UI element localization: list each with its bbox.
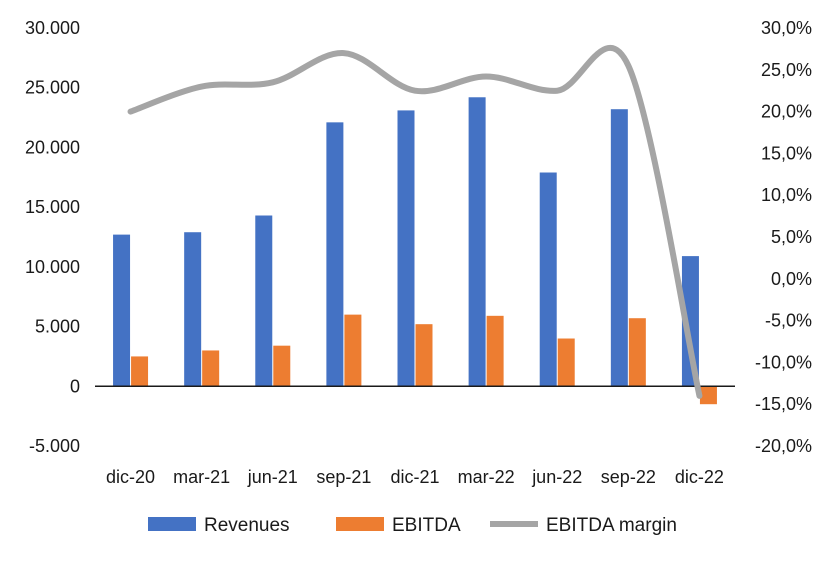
bar-revenues [184,232,202,387]
left-tick-label: 30.000 [25,18,80,38]
right-tick-label: 20,0% [761,102,812,122]
x-tick-label: jun-21 [247,467,298,487]
right-tick-label: -5,0% [765,311,812,331]
bar-ebitda [628,318,646,387]
legend-swatch-revenues [148,517,196,531]
bar-revenues [681,256,699,387]
left-tick-label: -5.000 [29,436,80,456]
bar-revenues [610,109,628,387]
right-tick-label: 10,0% [761,185,812,205]
left-tick-label: 20.000 [25,137,80,157]
legend-label-ebitda: EBITDA [392,515,461,536]
right-tick-label: -15,0% [755,394,812,414]
bar-revenues [326,122,344,387]
bar-ebitda [557,338,575,387]
bar-ebitda [131,356,149,387]
left-tick-label: 25.000 [25,78,80,98]
x-tick-label: dic-21 [390,467,439,487]
bar-ebitda [486,315,504,387]
bar-revenues [255,215,273,387]
line-ebitda-margin [127,44,703,399]
bar-revenues [539,172,557,387]
left-tick-label: 5.000 [35,317,80,337]
bar-ebitda [344,314,362,387]
right-tick-label: 5,0% [771,227,812,247]
x-tick-label: sep-22 [601,467,656,487]
left-axis-ticks: 30.000 25.000 20.000 15.000 10.000 5.000 0 -5.0… [25,18,80,456]
x-tick-label: mar-22 [458,467,515,487]
right-tick-label: 0,0% [771,269,812,289]
x-axis-ticks: dic-20 mar-21 jun-21 sep-21 dic-21 mar-22 jun-… [106,467,724,487]
bar-revenues [113,234,131,387]
bar-ebitda [202,350,220,387]
line-series [127,44,703,399]
x-tick-label: mar-21 [173,467,230,487]
right-axis-ticks: 30,0% 25,0% 20,0% 15,0% 10,0% 5,0% 0,0% -5,0% -1… [755,18,812,456]
right-tick-label: 15,0% [761,143,812,163]
legend-label-revenues: Revenues [204,515,290,536]
left-tick-label: 15.000 [25,197,80,217]
x-tick-label: sep-21 [316,467,371,487]
bar-ebitda [699,386,717,405]
x-tick-label: dic-22 [675,467,724,487]
legend-swatch-ebitda [336,517,384,531]
bar-revenues [397,110,415,387]
right-tick-label: 25,0% [761,60,812,80]
right-tick-label: -20,0% [755,436,812,456]
x-tick-label: dic-20 [106,467,155,487]
left-tick-label: 0 [70,376,80,396]
bar-ebitda [415,324,433,387]
bar-series [113,97,717,405]
bar-ebitda [273,345,291,387]
right-tick-label: 30,0% [761,18,812,38]
right-tick-label: -10,0% [755,352,812,372]
legend-label-ebitda-margin: EBITDA margin [546,515,677,536]
bar-revenues [468,97,486,387]
legend: Revenues EBITDA EBITDA margin [148,515,677,536]
x-tick-label: jun-22 [531,467,582,487]
left-tick-label: 10.000 [25,257,80,277]
